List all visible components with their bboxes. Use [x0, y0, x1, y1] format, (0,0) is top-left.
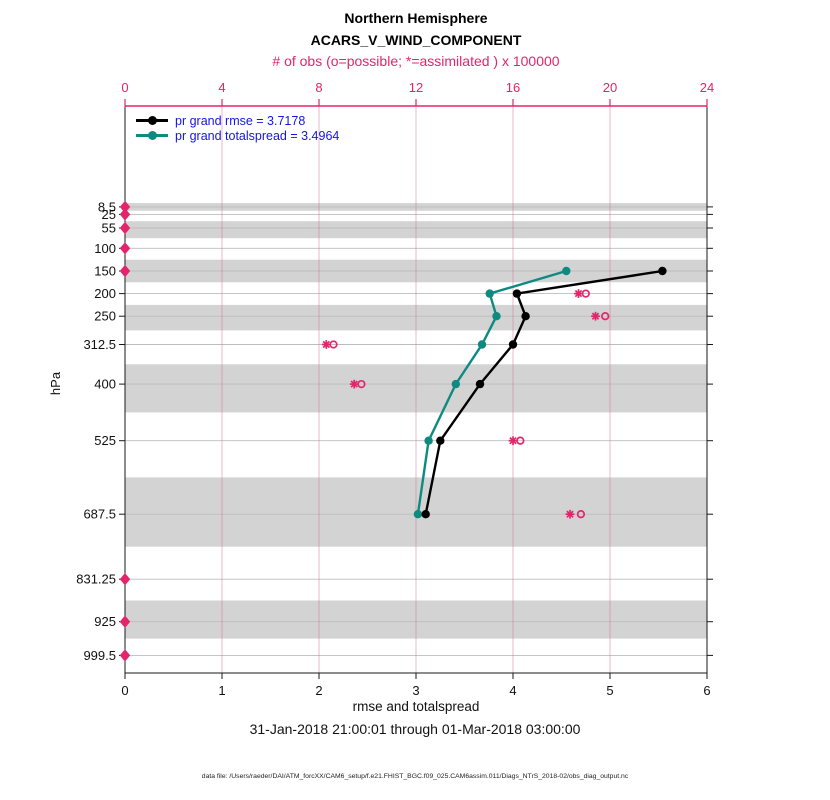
svg-text:250: 250 [94, 309, 116, 324]
svg-text:200: 200 [94, 286, 116, 301]
zero-obs-diamond-icon [119, 649, 131, 662]
svg-text:525: 525 [94, 433, 116, 448]
legend-item-totalspread: pr grand totalspread = 3.4964 [136, 128, 339, 143]
svg-text:3: 3 [412, 683, 419, 698]
svg-text:25: 25 [102, 207, 116, 222]
data-file-path: data file: /Users/raeder/DAI/ATM_forcXX/… [201, 773, 629, 780]
top-axis-ticks: 0 4 8 12 16 20 24 [121, 80, 714, 106]
totalspread-series [413, 266, 571, 519]
bottom-axis-ticks: 0 1 2 3 4 5 6 [121, 673, 711, 698]
svg-text:400: 400 [94, 377, 116, 392]
legend-item-rmse: pr grand rmse = 3.7178 [136, 113, 339, 128]
zero-obs-diamond-icon [119, 264, 131, 278]
svg-text:12: 12 [409, 80, 423, 95]
svg-text:55: 55 [102, 221, 116, 236]
rmse-series [421, 266, 667, 519]
totalspread-line-sample [136, 131, 168, 140]
svg-text:312.5: 312.5 [83, 337, 116, 352]
legend-label-rmse: pr grand rmse = 3.7178 [175, 113, 306, 128]
legend: pr grand rmse = 3.7178 pr grand totalspr… [136, 113, 339, 143]
svg-text:1: 1 [218, 683, 225, 698]
obs-count-markers [119, 200, 610, 662]
legend-label-totalspread: pr grand totalspread = 3.4964 [175, 128, 340, 143]
totalspread-dot-icon [148, 131, 157, 140]
plot-subtitle: ACARS_V_WIND_COMPONENT [310, 31, 522, 48]
svg-text:8.5: 8.5 [98, 199, 116, 214]
svg-text:8: 8 [315, 80, 322, 95]
y-axis-label: hPa [48, 371, 64, 396]
svg-text:999.5: 999.5 [83, 648, 116, 663]
rmse-dot-icon [148, 116, 157, 125]
svg-text:5: 5 [606, 683, 613, 698]
date-range: 31-Jan-2018 21:00:01 through 01-Mar-2018… [249, 721, 581, 737]
svg-text:0: 0 [121, 80, 128, 95]
svg-text:24: 24 [700, 80, 714, 95]
svg-text:16: 16 [506, 80, 520, 95]
svg-text:100: 100 [94, 241, 116, 256]
plot-title: Northern Hemisphere [344, 10, 488, 26]
svg-text:831.25: 831.25 [76, 572, 116, 587]
title-block: Northern Hemisphere ACARS_V_WIND_COMPONE… [125, 8, 707, 73]
svg-text:2: 2 [315, 683, 322, 698]
svg-text:687.5: 687.5 [83, 507, 116, 522]
zero-obs-diamond-icon [119, 208, 131, 221]
zero-obs-diamond-icon [119, 200, 131, 214]
svg-text:925: 925 [94, 614, 116, 629]
vertical-gridlines [221, 106, 611, 673]
zero-obs-diamond-icon [119, 615, 131, 628]
svg-text:4: 4 [218, 80, 225, 95]
svg-text:150: 150 [94, 264, 116, 279]
rmse-line-sample [136, 116, 168, 125]
svg-text:4: 4 [509, 683, 516, 698]
obs-axis-label: # of obs (o=possible; *=assimilated ) x … [272, 53, 560, 70]
zero-obs-diamond-icon [119, 221, 131, 235]
zero-obs-diamond-icon [119, 242, 131, 255]
svg-text:6: 6 [703, 683, 710, 698]
x-axis-label: rmse and totalspread [352, 699, 480, 714]
svg-text:20: 20 [603, 80, 617, 95]
zero-obs-diamond-icon [119, 573, 131, 586]
svg-text:0: 0 [121, 683, 128, 698]
